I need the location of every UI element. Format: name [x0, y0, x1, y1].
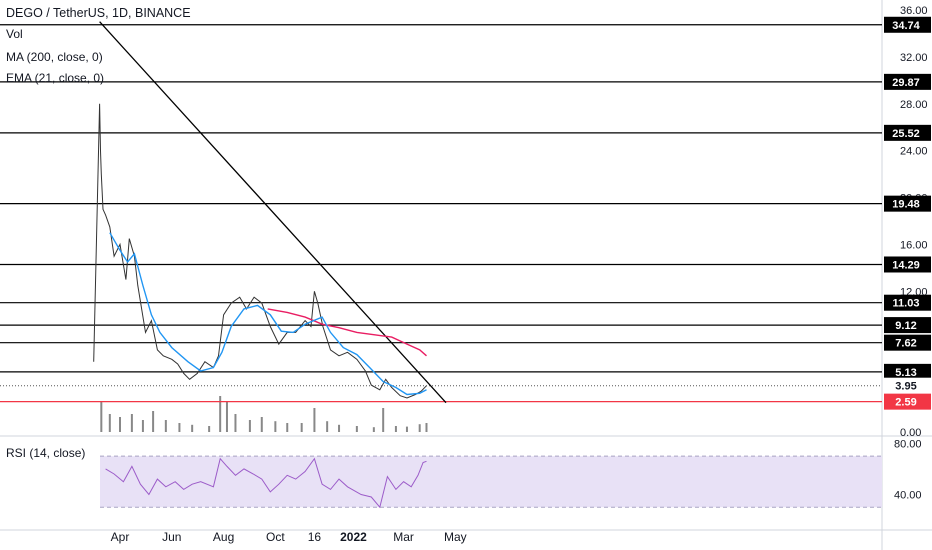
y-tick-label: 36.00	[900, 5, 928, 17]
volume-bar	[355, 426, 358, 432]
rsi-tick-label: 80.00	[894, 438, 922, 450]
volume-bar	[191, 424, 194, 432]
price-level-label: 14.29	[892, 259, 920, 271]
price-level-label: 7.62	[895, 338, 916, 350]
volume-bar	[234, 414, 237, 432]
volume-bar	[405, 426, 408, 432]
volume-bar	[418, 424, 421, 432]
volume-bar	[130, 414, 133, 432]
volume-bar	[425, 423, 428, 432]
price-level-label-bg	[884, 73, 931, 90]
volume-bar	[326, 421, 329, 432]
ma-legend[interactable]: MA (200, close, 0)	[6, 50, 103, 64]
y-tick-label: 28.00	[900, 99, 928, 111]
y-tick-label: 24.00	[900, 146, 928, 158]
price-level-label: 11.03	[893, 298, 920, 310]
price-level-label-bg	[884, 294, 931, 311]
volume-bar	[141, 420, 144, 432]
support-level-label-bg	[884, 393, 931, 410]
rsi-legend[interactable]: RSI (14, close)	[6, 446, 86, 460]
price-level-label: 34.74	[892, 20, 920, 32]
price-series	[93, 103, 427, 399]
volume-bar	[225, 402, 228, 432]
volume-bar	[108, 414, 111, 432]
volume-bar	[372, 427, 375, 432]
price-level-label: 19.48	[892, 199, 920, 211]
trendline	[99, 21, 447, 404]
volume-bar	[260, 417, 263, 432]
rsi-tick-label: 40.00	[894, 489, 922, 501]
price-level-label-bg	[884, 317, 931, 334]
volume-bar	[208, 426, 211, 432]
volume-bar	[394, 426, 397, 432]
x-tick-label: Apr	[111, 530, 130, 544]
x-tick-label: 2022	[340, 530, 367, 544]
price-level-label: 5.13	[895, 367, 916, 379]
volume-bar	[152, 411, 155, 432]
rsi-band	[100, 456, 882, 508]
volume-bar	[274, 421, 277, 432]
volume-bar	[313, 408, 316, 432]
price-level-label: 9.12	[895, 320, 916, 332]
price-pane-bg	[0, 0, 882, 436]
price-level-label-bg	[884, 334, 931, 351]
current-price-label: 3.95	[895, 381, 916, 393]
volume-bar	[248, 420, 251, 432]
volume-bar	[100, 402, 103, 432]
ema-legend[interactable]: EMA (21, close, 0)	[6, 71, 105, 85]
price-level-label-bg	[884, 124, 931, 141]
x-tick-label: Aug	[213, 530, 234, 544]
volume-bar	[164, 420, 167, 432]
volume-bar	[382, 408, 385, 432]
volume-bar	[286, 423, 289, 432]
rsi-line	[105, 457, 427, 509]
x-tick-label: May	[444, 530, 467, 544]
x-tick-label: Mar	[393, 530, 414, 544]
volume-bar	[119, 417, 121, 432]
price-level-label-bg	[884, 195, 931, 212]
price-level-label-bg	[884, 16, 931, 33]
y-tick-label: 0.00	[900, 427, 921, 439]
x-tick-label: Jun	[162, 530, 181, 544]
x-tick-label: 16	[308, 530, 322, 544]
price-level-label-bg	[884, 256, 931, 273]
volume-legend[interactable]: Vol	[6, 27, 23, 41]
y-tick-label: 32.00	[900, 52, 928, 64]
ma200-line	[267, 308, 427, 357]
volume-bar	[219, 396, 222, 432]
volume-bar	[178, 423, 181, 432]
price-level-label-bg	[884, 363, 931, 380]
symbol-title[interactable]: DEGO / TetherUS, 1D, BINANCE	[6, 6, 191, 20]
volume-bar	[338, 424, 341, 432]
y-tick-label: 16.00	[900, 239, 928, 251]
current-price-label-bg	[884, 377, 931, 394]
price-level-label: 29.87	[892, 77, 920, 89]
volume-bar	[300, 423, 303, 432]
x-tick-label: Oct	[266, 530, 285, 544]
support-level-label: 2.59	[895, 397, 916, 409]
ema21-line	[109, 232, 427, 396]
price-level-label: 25.52	[892, 128, 920, 140]
